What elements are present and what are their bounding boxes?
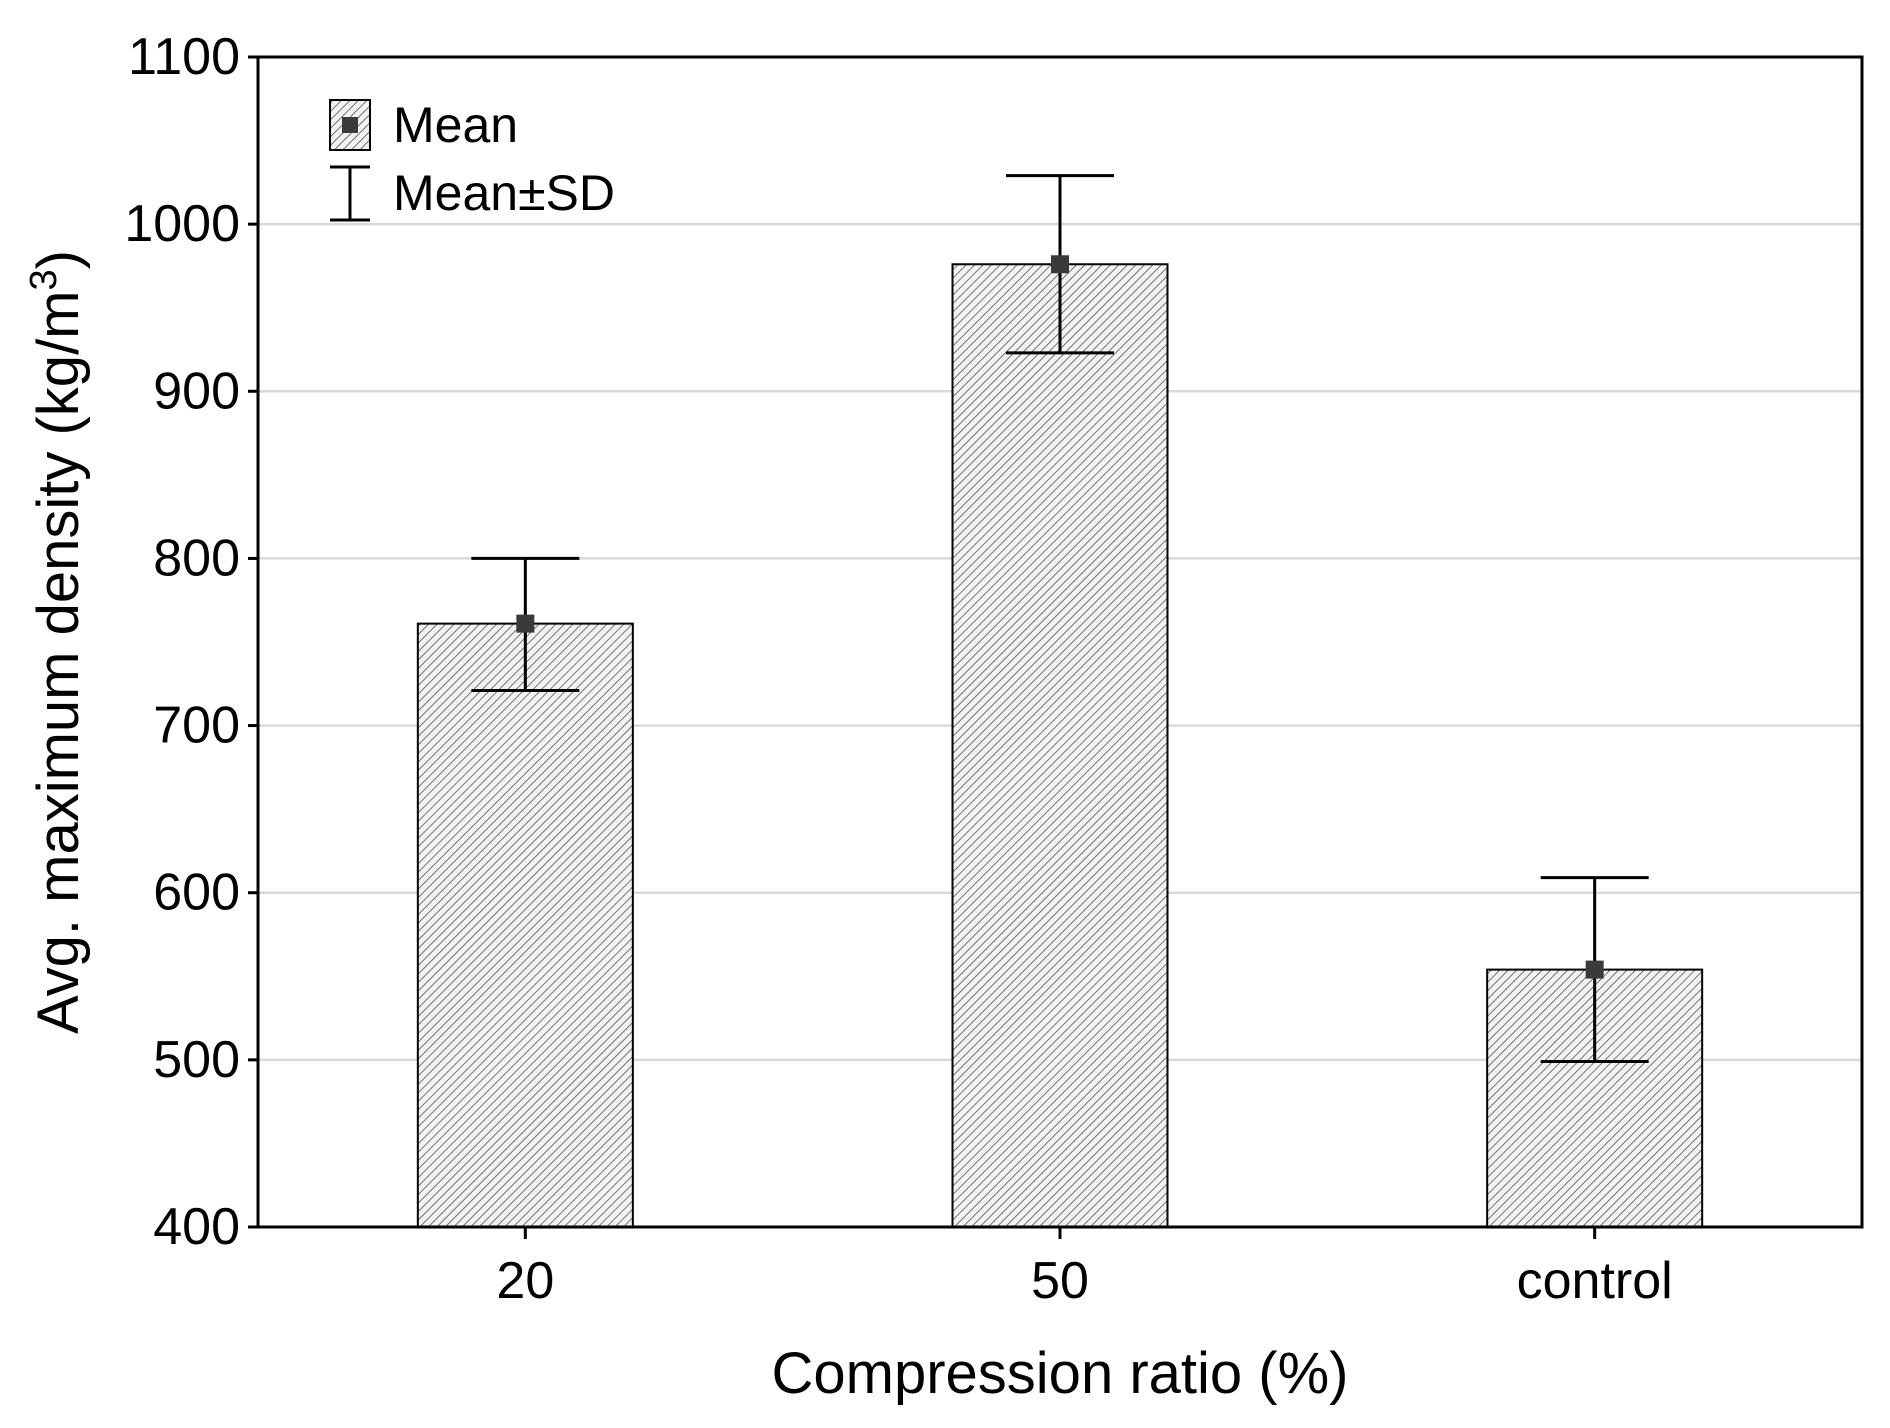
x-tick-label: control <box>1517 1252 1673 1310</box>
legend-sd-icon <box>330 165 370 222</box>
y-tick-label: 600 <box>153 864 240 922</box>
y-tick-label: 1100 <box>128 28 240 86</box>
bar-50 <box>951 263 1169 1228</box>
y-tick-label: 500 <box>153 1031 240 1089</box>
y-axis-title-close: ) <box>26 250 91 269</box>
y-tick-label: 1000 <box>124 195 240 253</box>
x-axis-title: Compression ratio (%) <box>772 1341 1349 1406</box>
y-axis-ticks: 400 500 600 700 800 900 1000 1100 <box>124 28 258 1256</box>
legend-mean-marker <box>342 117 358 133</box>
bars <box>416 263 1704 1228</box>
mean-marker-control <box>1585 960 1604 979</box>
legend-mean-label: Mean <box>393 97 518 153</box>
mean-markers <box>516 255 1604 979</box>
y-tick-label: 700 <box>153 697 240 755</box>
legend: Mean Mean±SD <box>329 97 615 222</box>
x-tick-label: 20 <box>496 1252 554 1310</box>
bar-20 <box>416 622 634 1228</box>
x-axis-ticks: 20 50 control <box>496 1227 1673 1310</box>
y-tick-label: 800 <box>153 529 240 587</box>
y-axis-title: Avg. maximum density (kg/m3) <box>23 250 91 1034</box>
y-axis-title-main: Avg. maximum density (kg/m <box>26 291 91 1034</box>
legend-sd-label: Mean±SD <box>393 165 615 221</box>
y-tick-label: 900 <box>153 362 240 420</box>
y-axis-title-superscript: 3 <box>23 269 65 290</box>
x-tick-label: 50 <box>1031 1252 1089 1310</box>
y-tick-label: 400 <box>153 1198 240 1256</box>
mean-marker-20 <box>516 614 535 633</box>
mean-marker-50 <box>1051 255 1069 274</box>
